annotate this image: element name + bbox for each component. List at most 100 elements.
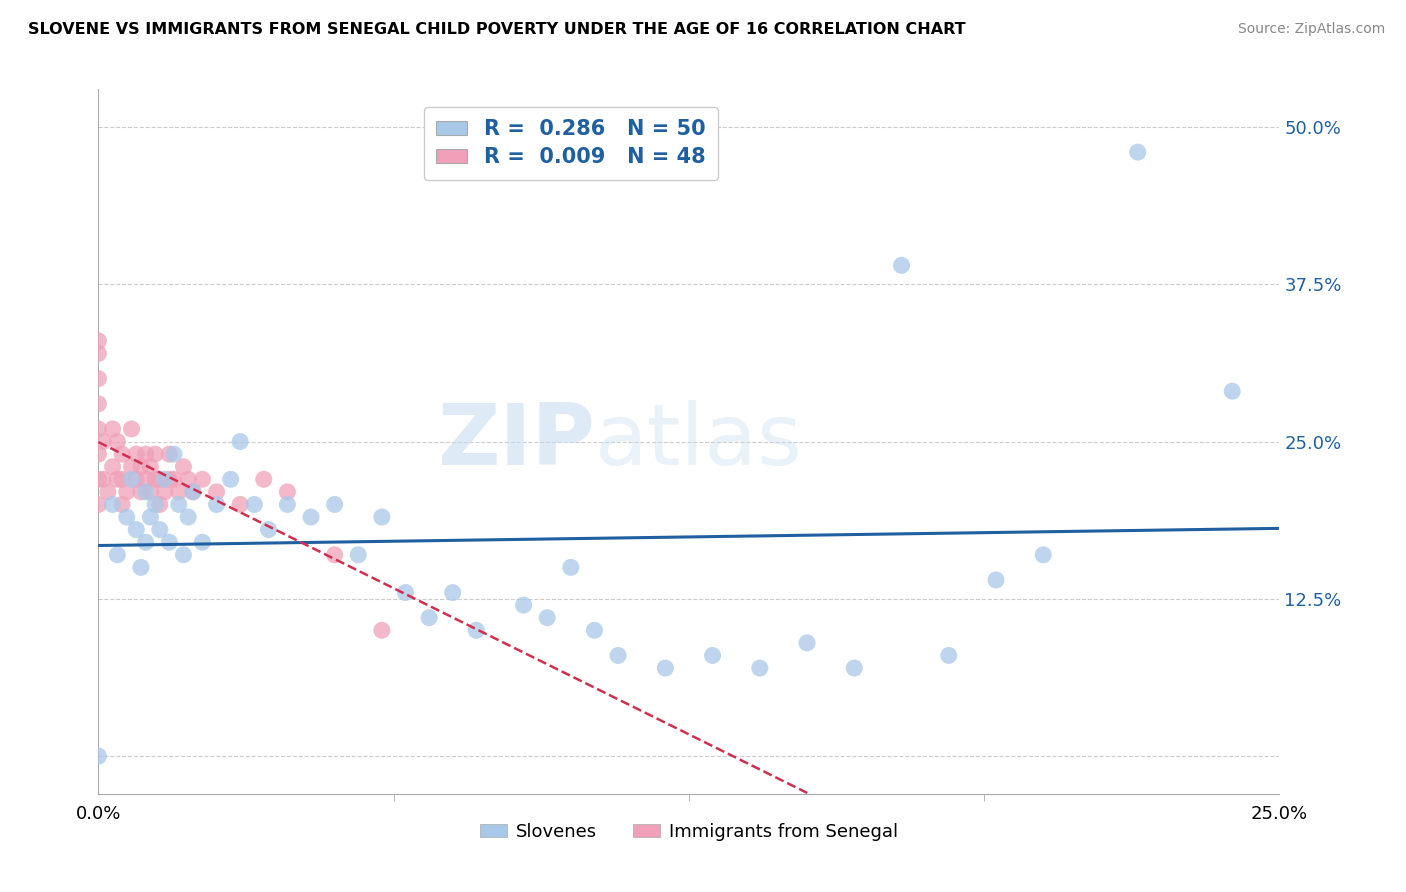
Point bbox=[371, 624, 394, 638]
Point bbox=[91, 434, 114, 449]
Point bbox=[87, 334, 110, 348]
Point bbox=[157, 535, 180, 549]
Point bbox=[1220, 384, 1243, 399]
Point bbox=[229, 434, 252, 449]
Point bbox=[167, 498, 190, 512]
Point bbox=[323, 498, 346, 512]
Point bbox=[243, 498, 266, 512]
Point bbox=[105, 434, 128, 449]
Point bbox=[121, 472, 143, 486]
Point bbox=[129, 560, 152, 574]
Point bbox=[748, 661, 770, 675]
Point bbox=[139, 510, 162, 524]
Point bbox=[607, 648, 630, 663]
Point bbox=[153, 472, 176, 486]
Point bbox=[87, 749, 110, 764]
Point bbox=[97, 484, 120, 499]
Point bbox=[105, 548, 128, 562]
Point bbox=[121, 422, 143, 436]
Point bbox=[984, 573, 1007, 587]
Point bbox=[125, 447, 148, 461]
Point bbox=[87, 371, 110, 385]
Point bbox=[299, 510, 322, 524]
Point bbox=[181, 484, 204, 499]
Point bbox=[101, 498, 124, 512]
Point bbox=[135, 535, 157, 549]
Point bbox=[181, 484, 204, 499]
Point bbox=[191, 535, 214, 549]
Point bbox=[157, 447, 180, 461]
Point bbox=[149, 523, 172, 537]
Point bbox=[654, 661, 676, 675]
Point bbox=[157, 472, 180, 486]
Point bbox=[87, 397, 110, 411]
Point bbox=[844, 661, 866, 675]
Point bbox=[253, 472, 276, 486]
Point bbox=[205, 484, 228, 499]
Text: Source: ZipAtlas.com: Source: ZipAtlas.com bbox=[1237, 22, 1385, 37]
Point bbox=[796, 636, 818, 650]
Y-axis label: Child Poverty Under the Age of 16: Child Poverty Under the Age of 16 bbox=[0, 288, 8, 595]
Legend: Slovenes, Immigrants from Senegal: Slovenes, Immigrants from Senegal bbox=[472, 816, 905, 848]
Point bbox=[418, 611, 440, 625]
Point bbox=[101, 422, 124, 436]
Point bbox=[229, 498, 252, 512]
Point bbox=[125, 523, 148, 537]
Point bbox=[323, 548, 346, 562]
Point bbox=[177, 510, 200, 524]
Point bbox=[394, 585, 416, 599]
Text: atlas: atlas bbox=[595, 400, 803, 483]
Point bbox=[135, 484, 157, 499]
Point bbox=[87, 346, 110, 360]
Point bbox=[143, 472, 166, 486]
Point bbox=[191, 472, 214, 486]
Point bbox=[163, 447, 186, 461]
Text: ZIP: ZIP bbox=[437, 400, 595, 483]
Point bbox=[143, 447, 166, 461]
Point bbox=[115, 510, 138, 524]
Point bbox=[205, 498, 228, 512]
Point bbox=[105, 472, 128, 486]
Point bbox=[938, 648, 960, 663]
Point bbox=[441, 585, 464, 599]
Point bbox=[121, 459, 143, 474]
Point bbox=[276, 498, 298, 512]
Point bbox=[111, 498, 134, 512]
Point bbox=[153, 484, 176, 499]
Point bbox=[143, 498, 166, 512]
Point bbox=[139, 484, 162, 499]
Point bbox=[115, 484, 138, 499]
Point bbox=[172, 548, 194, 562]
Point bbox=[125, 472, 148, 486]
Point bbox=[890, 259, 912, 273]
Point bbox=[163, 472, 186, 486]
Point bbox=[177, 472, 200, 486]
Point bbox=[149, 498, 172, 512]
Point bbox=[583, 624, 606, 638]
Point bbox=[257, 523, 280, 537]
Point bbox=[347, 548, 370, 562]
Text: SLOVENE VS IMMIGRANTS FROM SENEGAL CHILD POVERTY UNDER THE AGE OF 16 CORRELATION: SLOVENE VS IMMIGRANTS FROM SENEGAL CHILD… bbox=[28, 22, 966, 37]
Point bbox=[167, 484, 190, 499]
Point bbox=[101, 459, 124, 474]
Point bbox=[172, 459, 194, 474]
Point bbox=[702, 648, 724, 663]
Point bbox=[135, 472, 157, 486]
Point bbox=[536, 611, 558, 625]
Point bbox=[139, 459, 162, 474]
Point bbox=[111, 447, 134, 461]
Point bbox=[1032, 548, 1054, 562]
Point bbox=[87, 422, 110, 436]
Point bbox=[149, 472, 172, 486]
Point bbox=[276, 484, 298, 499]
Point bbox=[87, 472, 110, 486]
Point bbox=[1126, 145, 1149, 160]
Point bbox=[465, 624, 488, 638]
Point bbox=[512, 598, 534, 612]
Point bbox=[560, 560, 582, 574]
Point bbox=[219, 472, 242, 486]
Point bbox=[135, 447, 157, 461]
Point bbox=[87, 447, 110, 461]
Point bbox=[129, 459, 152, 474]
Point bbox=[111, 472, 134, 486]
